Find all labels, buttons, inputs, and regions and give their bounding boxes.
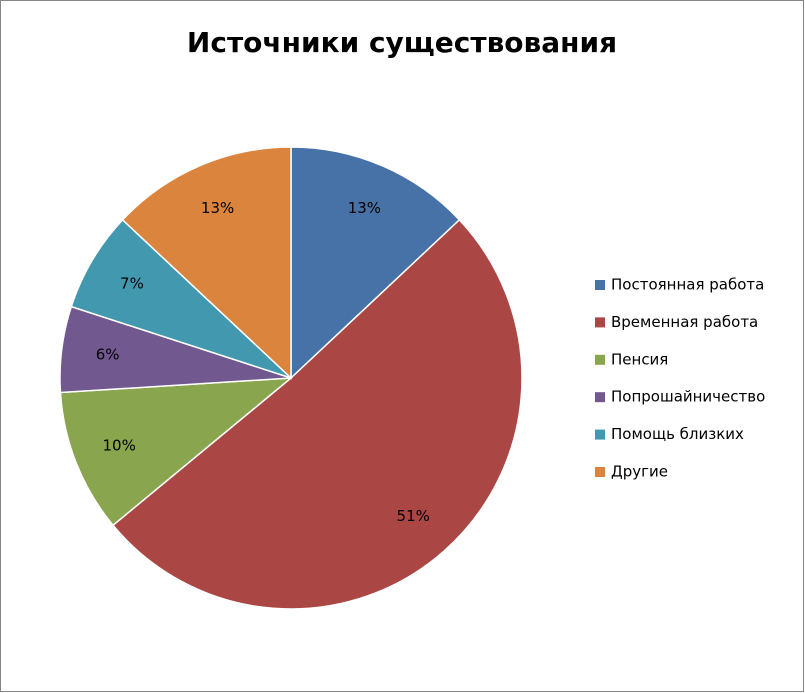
data-label: 10%: [103, 437, 136, 455]
data-label: 13%: [348, 199, 381, 217]
legend-label: Попрошайничество: [611, 388, 765, 406]
data-label: 6%: [96, 345, 120, 363]
data-label: 51%: [397, 507, 430, 525]
legend-swatch: [595, 392, 605, 403]
legend-label: Помощь близких: [611, 425, 744, 443]
legend-label: Временная работа: [611, 313, 758, 331]
legend-label: Постоянная работа: [611, 276, 764, 294]
legend-swatch: [595, 467, 605, 477]
legend-swatch: [595, 429, 605, 440]
pie-slice: [70, 218, 292, 379]
chart-title: Источники существования: [187, 26, 617, 59]
pie-slice: [290, 146, 461, 380]
legend-label: Другие: [611, 463, 668, 481]
data-label: 7%: [120, 274, 144, 292]
pie-slice: [121, 146, 292, 380]
data-label: 13%: [201, 199, 234, 217]
legend-swatch: [595, 354, 605, 365]
legend-swatch: [595, 317, 605, 328]
pie-slice: [59, 377, 294, 527]
legend-label: Пенсия: [611, 350, 668, 368]
legend-swatch: [595, 280, 605, 290]
pie-slice: [111, 218, 523, 610]
